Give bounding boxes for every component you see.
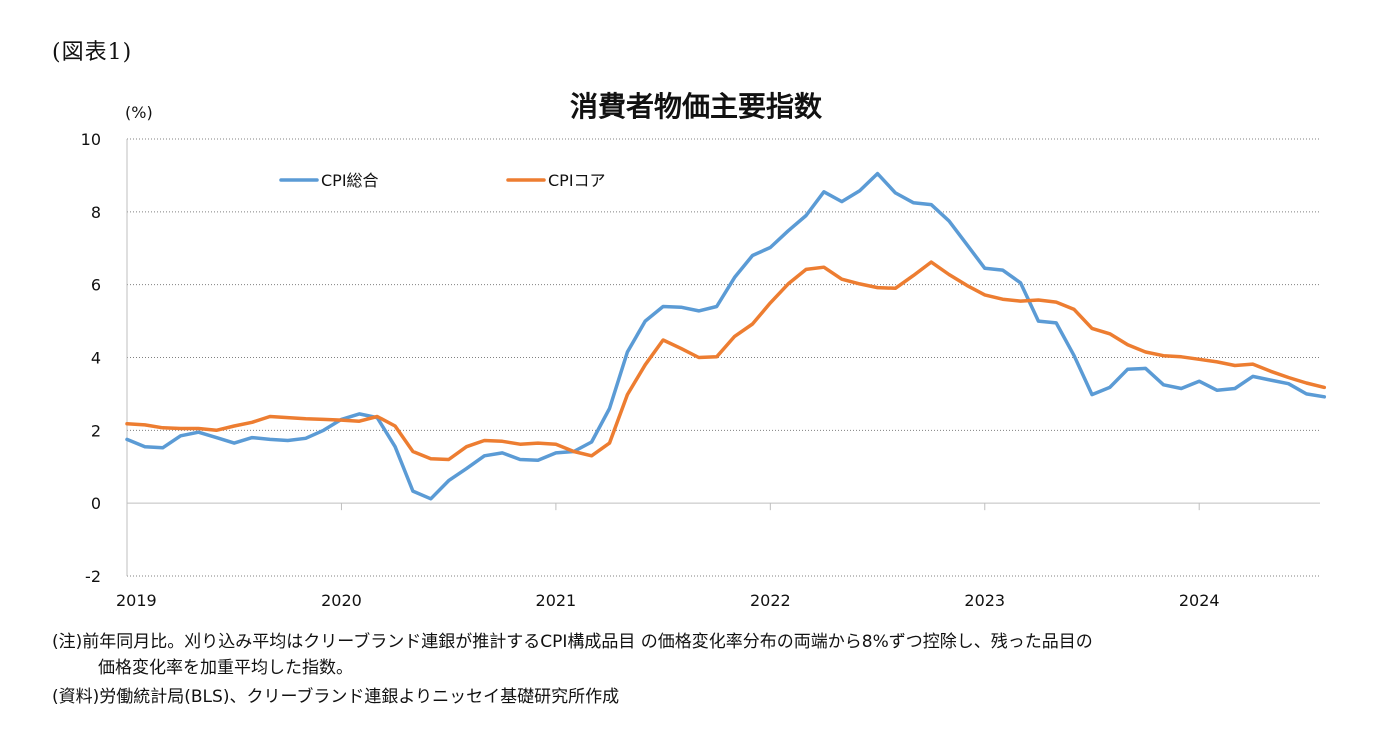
figure-label: (図表1) [52,40,133,65]
source-note: (資料)労働統計局(BLS)、クリーブランド連銀よりニッセイ基礎研究所作成 [52,687,620,707]
legend-label: CPIコア [548,171,606,190]
y-axis-unit-label: (%) [125,103,153,122]
series-line-cpi-core [125,260,1327,462]
y-tick-label: 10 [81,130,101,149]
y-tick-label: 0 [91,494,101,513]
chart-title: 消費者物価主要指数 [570,90,823,123]
x-tick-label: 2021 [536,591,577,610]
legend-label: CPI総合 [321,171,379,190]
note-line-2: 価格変化率を加重平均した指数。 [98,658,353,678]
x-tick-label: 2020 [321,591,362,610]
y-tick-label: 8 [91,203,101,222]
x-tick-label: 2023 [964,591,1005,610]
series-line-cpi-total [125,171,1327,501]
legend: CPI総合 CPIコア [279,171,606,190]
axes: -2 0 2 4 6 8 10 2019 2020 2021 2022 2023 2024 [81,130,1320,610]
series-lines [125,171,1327,501]
x-tick-label: 2022 [750,591,791,610]
x-tick-label: 2019 [116,591,157,610]
x-tick-label: 2024 [1179,591,1220,610]
y-tick-label: 2 [91,421,101,440]
note-line-1: (注)前年同月比。刈り込み平均はクリーブランド連銀が推計するCPI構成品目 の価… [52,632,1093,652]
gridlines [127,138,1320,577]
y-tick-label: -2 [85,567,101,586]
y-tick-label: 6 [91,276,101,295]
y-tick-label: 4 [91,349,101,368]
